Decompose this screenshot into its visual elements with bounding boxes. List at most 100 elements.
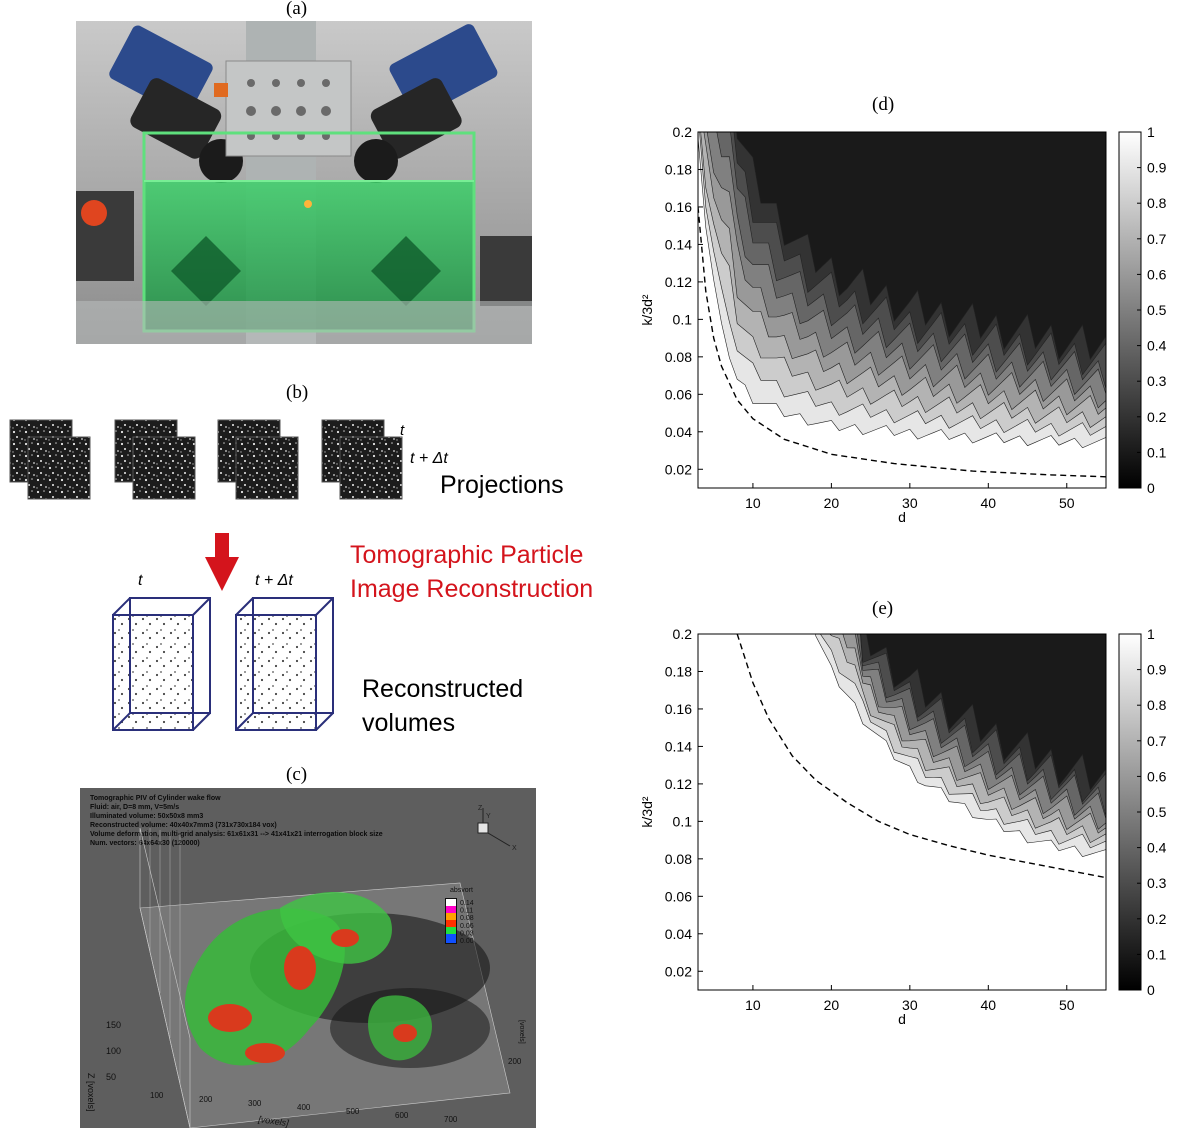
x-axis-label: [voxels] (257, 1114, 290, 1128)
projection-time-t: t (400, 422, 405, 439)
colorbar-tick-label: 0.3 (1147, 875, 1167, 891)
y-tick-label: 0.18 (665, 161, 692, 177)
panel-c-label: (c) (286, 764, 308, 785)
colorbar-tick-label: 0.7 (1147, 733, 1167, 749)
tomo-piv-rig-illustration (76, 21, 532, 344)
colorbar-tick-label: 0.1 (1147, 444, 1167, 460)
colorbar-tick-label: 0.5 (1147, 302, 1167, 318)
y-tick-label: 0.12 (665, 776, 692, 792)
contour-band (866, 634, 1106, 791)
x-tick-label: 40 (981, 997, 997, 1013)
legend-value: 0.03 (460, 930, 474, 937)
volume-time-t-dt: t + Δt (255, 572, 293, 589)
volume-box-t-dt (235, 597, 334, 731)
method-label-line1: Tomographic Particle (350, 541, 583, 569)
colorbar-tick-label: 0.4 (1147, 840, 1167, 856)
contour-bands (698, 132, 1106, 449)
y-tick-label: 0.1 (673, 813, 693, 829)
z-tick-label: 50 (106, 1072, 116, 1082)
triad-y: Y (486, 813, 491, 820)
colorbar-tick-label: 0.9 (1147, 662, 1167, 678)
info-line: Illuminated volume: 50x50x8 mm3 (90, 813, 203, 820)
plot-frame (697, 633, 1107, 991)
y-tick-label: 0.02 (665, 461, 692, 477)
x-tick-label: 300 (248, 1099, 262, 1108)
colorbar-tick-label: 1 (1147, 626, 1155, 642)
projection-pair-3 (217, 419, 299, 500)
legend-value: 0.06 (460, 923, 474, 930)
y-tick-label: 0.1 (673, 311, 693, 327)
colorbar-tick-label: 0.9 (1147, 160, 1167, 176)
y-tick-label: 0.06 (665, 386, 692, 402)
experiment-setup-photo (76, 21, 532, 344)
info-line: Volume deformation, multi-grid analysis:… (90, 831, 383, 838)
panel-e-label: (e) (872, 598, 894, 619)
x-tick-label: 10 (745, 495, 761, 511)
x-tick-label: 50 (1059, 997, 1075, 1013)
volume-time-t: t (138, 572, 143, 589)
y-axis-label: [voxels] (518, 1020, 525, 1044)
triad-x: X (512, 845, 517, 852)
panel-a-label: (a) (286, 0, 308, 19)
colorbar-tick-label: 1 (1147, 124, 1155, 140)
colorbar-tick-label: 0.3 (1147, 373, 1167, 389)
colorbar-tick-label: 0 (1147, 480, 1155, 496)
x-tick-label: 20 (824, 997, 840, 1013)
x-tick-label: 20 (824, 495, 840, 511)
dashed-curve (698, 206, 1106, 478)
y-tick-label: 0.02 (665, 963, 692, 979)
legend-title: absvort (450, 887, 473, 894)
y-ticks: 200 (508, 1057, 522, 1066)
colorbar-tick-label: 0.1 (1147, 946, 1167, 962)
axis-triad (477, 808, 511, 847)
z-tick-label: 100 (106, 1046, 121, 1056)
contour-chart-d: 0.020.040.060.080.10.120.140.160.180.210… (639, 124, 1167, 525)
y-tick-label: 0.18 (665, 663, 692, 679)
x-axis-label: d (898, 509, 906, 525)
x-tick-label: 30 (902, 495, 918, 511)
method-label-line2: Image Reconstruction (350, 575, 593, 603)
legend-value: 0.08 (460, 915, 474, 922)
piv-3d-visualization: Tomographic PIV of Cylinder wake flow Flu… (80, 788, 536, 1128)
x-axis-label: d (898, 1011, 906, 1027)
colorbar-tick-label: 0.4 (1147, 338, 1167, 354)
volume-box-t (112, 597, 211, 731)
y-tick-label: 0.2 (673, 626, 693, 642)
mount-plate (225, 60, 352, 157)
z-axis-label: Z [voxels] (86, 1073, 96, 1112)
projection-time-t-dt: t + Δt (410, 450, 448, 467)
colorbar-tick-label: 0.2 (1147, 409, 1167, 425)
camera-right (354, 24, 498, 183)
colorbar-tick-label: 0 (1147, 982, 1155, 998)
visualization-info: Tomographic PIV of Cylinder wake flow Flu… (90, 795, 383, 847)
info-line: Tomographic PIV of Cylinder wake flow (90, 795, 221, 802)
x-ticks: 100 200 300 400 500 600 700 (150, 1091, 458, 1124)
y-tick-label: 0.04 (665, 926, 692, 942)
y-tick-label: 0.06 (665, 888, 692, 904)
y-tick-label: 0.12 (665, 274, 692, 290)
x-tick-label: 40 (981, 495, 997, 511)
y-tick-label: 0.08 (665, 349, 692, 365)
panel-d-label: (d) (872, 94, 895, 115)
contour-chart-e: 0.020.040.060.080.10.120.140.160.180.210… (639, 626, 1167, 1027)
down-arrow (205, 533, 239, 591)
info-line: Reconstructed volume: 40x40x7mm3 (731x73… (90, 822, 277, 829)
projections-label: Projections (440, 471, 564, 499)
x-tick-label: 100 (150, 1091, 164, 1100)
colorbar-tick-label: 0.8 (1147, 195, 1167, 211)
colorbar-tick-label: 0.7 (1147, 231, 1167, 247)
y-tick-label: 0.04 (665, 424, 692, 440)
volumes-label-line2: volumes (362, 709, 455, 737)
info-line: Fluid: air, D=8 mm, V=5m/s (90, 804, 179, 811)
legend-value: 0.00 (460, 938, 474, 945)
volumes-label-line1: Reconstructed (362, 675, 523, 703)
y-axis-label: k/3d² (639, 796, 655, 827)
y-tick-label: 0.2 (673, 124, 693, 140)
colorbar-tick-label: 0.8 (1147, 697, 1167, 713)
x-tick-label: 700 (444, 1115, 458, 1124)
dashed-curve (736, 634, 1106, 879)
legend-value: 0.14 (460, 900, 474, 907)
panel-b-label: (b) (286, 382, 309, 403)
z-tick-label: 150 (106, 1020, 121, 1030)
colorbar-tick-label: 0.2 (1147, 911, 1167, 927)
